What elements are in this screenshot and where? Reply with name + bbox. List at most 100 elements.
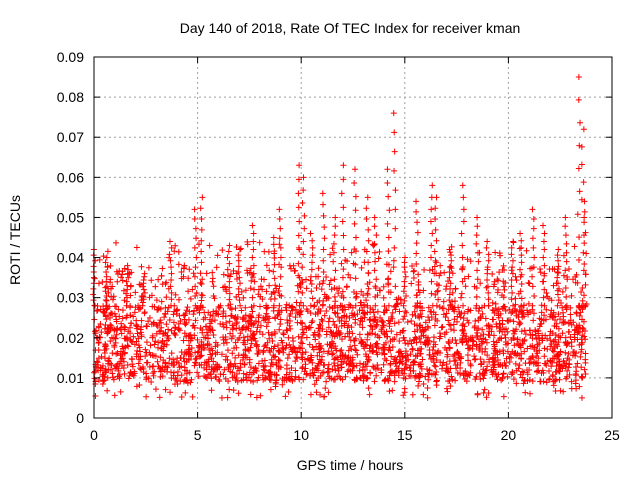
data-point xyxy=(129,356,136,363)
data-point xyxy=(92,257,99,264)
data-point xyxy=(192,283,199,290)
data-point xyxy=(158,298,165,305)
data-point xyxy=(490,355,497,362)
data-point xyxy=(539,332,546,339)
data-point xyxy=(565,266,572,273)
data-point xyxy=(219,247,226,254)
data-point xyxy=(472,317,479,324)
data-point xyxy=(341,322,348,329)
data-point xyxy=(168,270,175,277)
data-point xyxy=(580,267,587,274)
data-point xyxy=(208,355,215,362)
data-point xyxy=(460,315,467,322)
data-point xyxy=(186,266,193,273)
data-point xyxy=(551,322,558,329)
data-point xyxy=(215,376,222,383)
data-point xyxy=(263,302,270,309)
data-point xyxy=(339,218,346,225)
data-point xyxy=(555,311,562,318)
data-point xyxy=(185,288,192,295)
data-point xyxy=(271,343,278,350)
data-point xyxy=(518,244,525,251)
data-point xyxy=(101,347,108,354)
data-point xyxy=(226,290,233,297)
data-point xyxy=(345,354,352,361)
data-point xyxy=(321,224,328,231)
data-point xyxy=(525,279,532,286)
data-point xyxy=(178,394,185,401)
data-point xyxy=(327,251,334,258)
data-point xyxy=(425,304,432,311)
data-point xyxy=(526,327,533,334)
data-point xyxy=(290,262,297,269)
data-point xyxy=(162,386,169,393)
data-point xyxy=(541,302,548,309)
data-point xyxy=(128,269,135,276)
data-point xyxy=(494,276,501,283)
data-point xyxy=(307,391,314,398)
data-point xyxy=(239,325,246,332)
data-point xyxy=(484,363,491,370)
data-point xyxy=(460,372,467,379)
data-points xyxy=(90,74,590,401)
data-point xyxy=(228,312,235,319)
data-point xyxy=(484,283,491,290)
data-point xyxy=(370,347,377,354)
data-point xyxy=(582,356,589,363)
data-point xyxy=(168,244,175,251)
data-point xyxy=(550,345,557,352)
data-point xyxy=(320,212,327,219)
data-point xyxy=(154,358,161,365)
data-point xyxy=(510,376,517,383)
data-point xyxy=(416,378,422,385)
data-point xyxy=(529,235,536,242)
data-point xyxy=(125,274,132,281)
data-point xyxy=(270,241,277,248)
data-point xyxy=(431,322,438,329)
data-point xyxy=(495,371,502,378)
data-point xyxy=(389,309,396,316)
data-point xyxy=(573,350,580,357)
data-point xyxy=(498,292,505,299)
data-point xyxy=(372,342,379,349)
data-point xyxy=(334,313,341,320)
data-point xyxy=(283,327,290,334)
data-point xyxy=(471,356,478,363)
data-point xyxy=(250,238,257,245)
data-point xyxy=(299,356,306,363)
data-point xyxy=(326,304,333,311)
data-point xyxy=(402,268,409,275)
data-point xyxy=(459,263,466,270)
data-point xyxy=(187,337,194,344)
data-point xyxy=(201,364,208,371)
data-point xyxy=(224,394,231,401)
data-point xyxy=(95,339,102,346)
data-point xyxy=(564,367,571,374)
data-point xyxy=(522,360,529,367)
data-point xyxy=(184,380,191,387)
axis-ticks xyxy=(93,56,613,419)
data-point xyxy=(283,342,290,349)
data-point xyxy=(208,387,215,394)
data-point xyxy=(323,378,330,385)
data-point xyxy=(517,273,524,280)
data-point xyxy=(222,313,229,320)
data-point xyxy=(511,328,518,335)
data-point xyxy=(321,291,328,298)
data-point xyxy=(98,329,105,336)
data-point xyxy=(573,310,580,317)
data-point xyxy=(536,315,543,322)
data-point xyxy=(340,294,347,301)
data-point xyxy=(101,325,108,332)
data-point xyxy=(202,334,209,341)
data-point xyxy=(434,287,441,294)
data-point xyxy=(460,194,467,201)
data-point xyxy=(261,375,268,382)
data-point xyxy=(357,374,364,381)
plot-frame xyxy=(93,56,613,419)
data-point xyxy=(562,267,569,274)
data-point xyxy=(199,276,206,283)
data-point xyxy=(207,371,214,378)
data-point xyxy=(283,374,290,381)
data-point xyxy=(256,312,263,319)
